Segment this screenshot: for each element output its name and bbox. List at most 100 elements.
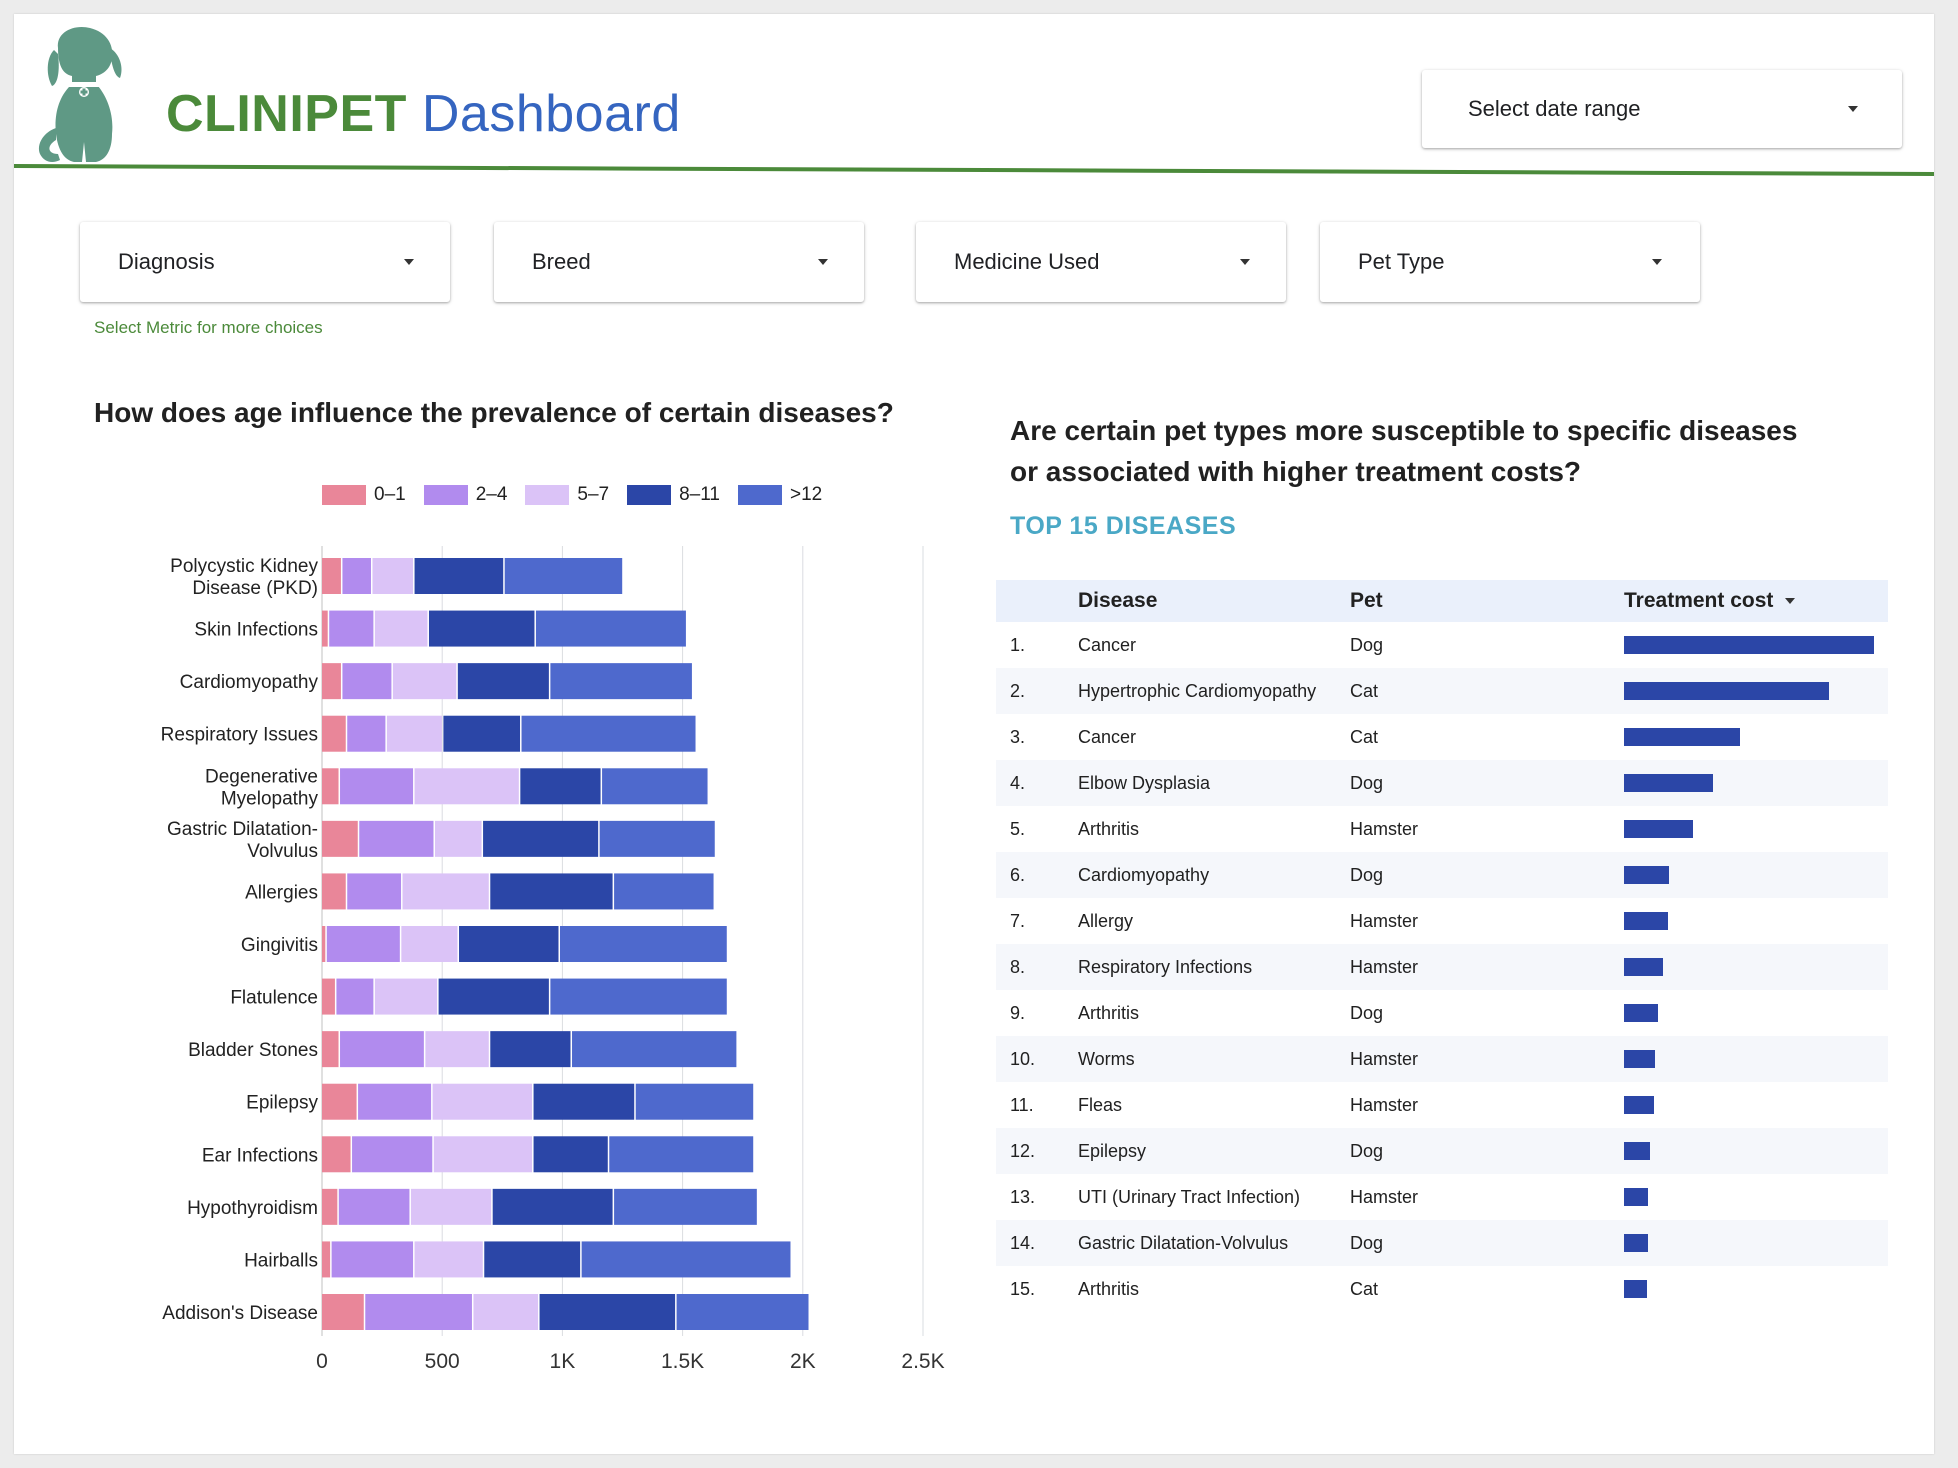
bar-segment[interactable]: [599, 820, 715, 857]
bar-segment[interactable]: [359, 820, 434, 857]
bar-segment[interactable]: [329, 610, 374, 647]
bar-segment[interactable]: [520, 768, 601, 805]
table-row[interactable]: 3. Cancer Cat: [996, 714, 1888, 760]
bar-segment[interactable]: [581, 1241, 791, 1278]
bar-segment[interactable]: [401, 926, 458, 962]
bar-segment[interactable]: [322, 1136, 351, 1173]
date-range-dropdown[interactable]: Select date range: [1422, 70, 1902, 148]
legend-item-age-0-1[interactable]: 0–1: [322, 484, 406, 506]
bar-segment[interactable]: [322, 558, 341, 594]
treatment-cost-column-header[interactable]: Treatment cost: [1624, 580, 1888, 622]
bar-segment[interactable]: [484, 1241, 581, 1278]
table-row[interactable]: 1. Cancer Dog: [996, 622, 1888, 668]
bar-segment[interactable]: [550, 978, 727, 1015]
bar-segment[interactable]: [492, 1188, 613, 1225]
bar-segment[interactable]: [533, 1136, 608, 1173]
bar-segment[interactable]: [352, 1136, 433, 1173]
bar-segment[interactable]: [347, 873, 402, 910]
bar-segment[interactable]: [322, 1083, 357, 1120]
bar-segment[interactable]: [483, 820, 599, 857]
bar-segment[interactable]: [614, 1188, 757, 1225]
table-row[interactable]: 14. Gastric Dilatation-Volvulus Dog: [996, 1220, 1888, 1266]
bar-segment[interactable]: [338, 1188, 410, 1225]
bar-segment[interactable]: [504, 558, 623, 594]
bar-segment[interactable]: [402, 873, 489, 910]
table-row[interactable]: 6. Cardiomyopathy Dog: [996, 852, 1888, 898]
bar-segment[interactable]: [473, 1294, 539, 1330]
bar-segment[interactable]: [443, 715, 521, 752]
bar-segment[interactable]: [322, 1294, 364, 1330]
legend-item-age-8-11[interactable]: 8–11: [627, 484, 720, 506]
bar-segment[interactable]: [365, 1294, 472, 1330]
bar-segment[interactable]: [490, 1031, 571, 1068]
bar-segment[interactable]: [614, 873, 714, 910]
bar-segment[interactable]: [539, 1294, 676, 1330]
legend-item-age-12-plus[interactable]: >12: [737, 484, 822, 506]
bar-segment[interactable]: [410, 1188, 492, 1225]
bar-segment[interactable]: [428, 610, 535, 647]
legend-item-age-2-4[interactable]: 2–4: [423, 484, 507, 506]
bar-segment[interactable]: [602, 768, 708, 805]
table-row[interactable]: 5. Arthritis Hamster: [996, 806, 1888, 852]
bar-segment[interactable]: [322, 978, 335, 1015]
bar-segment[interactable]: [459, 926, 559, 962]
bar-segment[interactable]: [322, 1188, 338, 1225]
table-row[interactable]: 13. UTI (Urinary Tract Infection) Hamster: [996, 1174, 1888, 1220]
bar-segment[interactable]: [322, 1241, 331, 1278]
table-row[interactable]: 12. Epilepsy Dog: [996, 1128, 1888, 1174]
table-row[interactable]: 4. Elbow Dysplasia Dog: [996, 760, 1888, 806]
bar-segment[interactable]: [340, 768, 414, 805]
medicine-used-filter[interactable]: Medicine Used: [916, 222, 1286, 302]
bar-segment[interactable]: [432, 1083, 533, 1120]
bar-segment[interactable]: [342, 663, 392, 700]
bar-segment[interactable]: [322, 926, 326, 962]
bar-segment[interactable]: [322, 715, 346, 752]
bar-segment[interactable]: [609, 1136, 754, 1173]
table-row[interactable]: 9. Arthritis Dog: [996, 990, 1888, 1036]
bar-segment[interactable]: [336, 978, 374, 1015]
table-row[interactable]: 11. Fleas Hamster: [996, 1082, 1888, 1128]
disease-column-header[interactable]: Disease: [1078, 580, 1350, 622]
bar-segment[interactable]: [374, 978, 438, 1015]
table-row[interactable]: 7. Allergy Hamster: [996, 898, 1888, 944]
bar-segment[interactable]: [559, 926, 727, 962]
bar-segment[interactable]: [434, 820, 482, 857]
table-row[interactable]: 2. Hypertrophic Cardiomyopathy Cat: [996, 668, 1888, 714]
table-row[interactable]: 8. Respiratory Infections Hamster: [996, 944, 1888, 990]
bar-segment[interactable]: [490, 873, 613, 910]
bar-segment[interactable]: [322, 873, 346, 910]
bar-segment[interactable]: [392, 663, 457, 700]
bar-segment[interactable]: [535, 610, 686, 647]
breed-filter[interactable]: Breed: [494, 222, 864, 302]
bar-segment[interactable]: [372, 558, 414, 594]
bar-segment[interactable]: [635, 1083, 754, 1120]
table-row[interactable]: 10. Worms Hamster: [996, 1036, 1888, 1082]
bar-segment[interactable]: [414, 768, 519, 805]
bar-segment[interactable]: [550, 663, 692, 700]
bar-segment[interactable]: [676, 1294, 809, 1330]
bar-segment[interactable]: [347, 715, 386, 752]
bar-segment[interactable]: [386, 715, 442, 752]
table-row[interactable]: 15. Arthritis Cat: [996, 1266, 1888, 1312]
bar-segment[interactable]: [322, 663, 341, 700]
bar-segment[interactable]: [322, 768, 339, 805]
pet-column-header[interactable]: Pet: [1350, 580, 1624, 622]
bar-segment[interactable]: [342, 558, 371, 594]
bar-segment[interactable]: [572, 1031, 737, 1068]
bar-segment[interactable]: [322, 610, 328, 647]
legend-item-age-5-7[interactable]: 5–7: [525, 484, 609, 506]
bar-segment[interactable]: [331, 1241, 414, 1278]
bar-segment[interactable]: [326, 926, 400, 962]
bar-segment[interactable]: [374, 610, 428, 647]
bar-segment[interactable]: [521, 715, 696, 752]
bar-segment[interactable]: [322, 1031, 339, 1068]
bar-segment[interactable]: [340, 1031, 424, 1068]
bar-segment[interactable]: [425, 1031, 489, 1068]
diagnosis-filter[interactable]: Diagnosis: [80, 222, 450, 302]
bar-segment[interactable]: [414, 1241, 483, 1278]
bar-segment[interactable]: [438, 978, 549, 1015]
bar-segment[interactable]: [533, 1083, 635, 1120]
bar-segment[interactable]: [414, 558, 504, 594]
pet-type-filter[interactable]: Pet Type: [1320, 222, 1700, 302]
bar-segment[interactable]: [322, 820, 358, 857]
